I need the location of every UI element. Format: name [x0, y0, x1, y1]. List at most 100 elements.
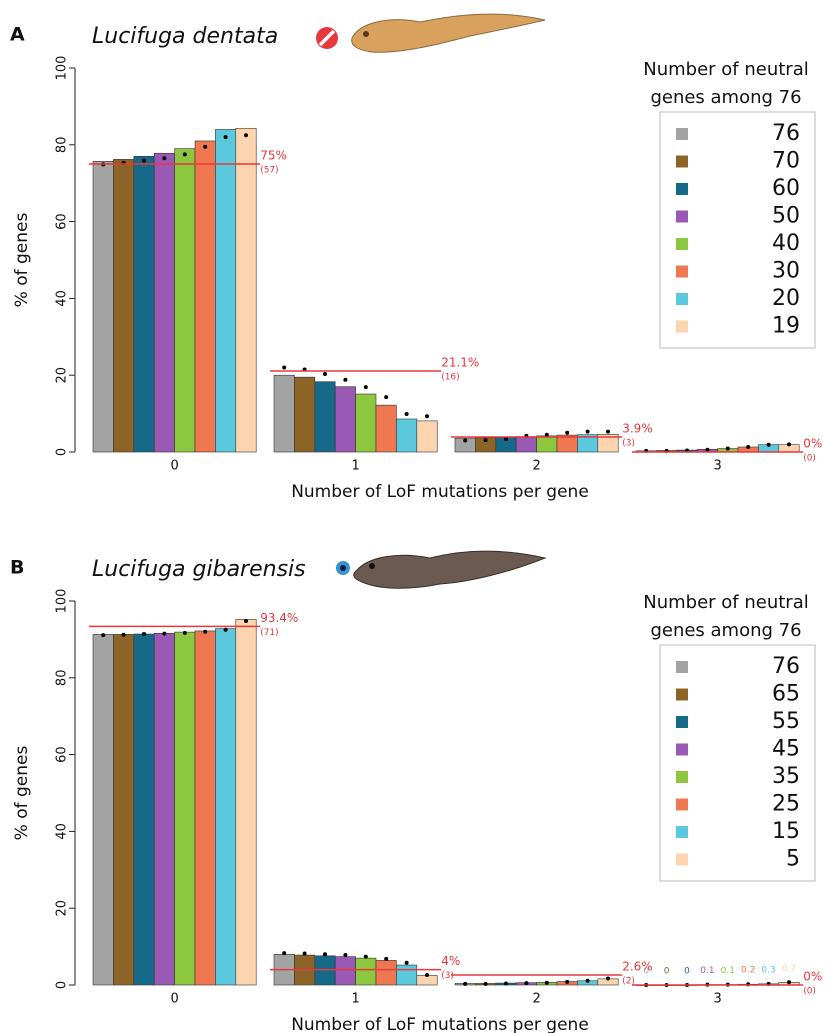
y-axis-label: % of genes: [12, 746, 32, 841]
legend-title: Number of neutral: [643, 59, 808, 80]
point: [463, 982, 467, 986]
bar: [396, 965, 416, 985]
point: [282, 366, 286, 370]
legend-swatch: [676, 266, 688, 278]
y-tick-label: 0: [55, 448, 70, 456]
point: [425, 973, 429, 977]
x-tick-label: 2: [532, 992, 540, 1007]
legend-swatch: [676, 689, 688, 701]
data-label: 0.1: [700, 966, 714, 976]
x-axis-label: Number of LoF mutations per gene: [291, 1015, 589, 1033]
x-tick-label: 2: [532, 459, 540, 474]
point: [787, 980, 791, 984]
bar: [335, 387, 355, 452]
fish-image: [352, 14, 545, 52]
reference-label: 0%: [803, 970, 822, 984]
bar: [134, 156, 154, 452]
legend-label: 15: [772, 819, 800, 844]
reference-label: 0%: [803, 437, 822, 451]
point: [425, 414, 429, 418]
legend-label: 65: [772, 682, 800, 707]
bar: [236, 128, 256, 452]
reference-label: 93.4%: [260, 611, 298, 625]
point: [586, 430, 590, 434]
legend-swatch: [676, 854, 688, 866]
y-tick-label: 40: [55, 290, 70, 307]
point: [142, 159, 146, 163]
point: [565, 980, 569, 984]
legend-label: 76: [772, 121, 800, 146]
y-tick-label: 80: [55, 137, 70, 154]
point: [787, 442, 791, 446]
bar: [274, 375, 294, 452]
x-tick-label: 1: [351, 992, 359, 1007]
bar: [113, 634, 133, 985]
bar: [113, 159, 133, 452]
point: [323, 952, 327, 956]
not-present-icon: [316, 27, 338, 49]
y-tick-label: 20: [55, 367, 70, 384]
data-label: 0: [684, 967, 690, 977]
bar: [134, 634, 154, 985]
bar: [195, 141, 215, 452]
legend-swatch: [676, 716, 688, 728]
bar: [294, 377, 314, 452]
legend-label: 19: [772, 314, 800, 339]
panel-label: B: [10, 557, 24, 579]
x-tick-label: 1: [351, 459, 359, 474]
legend-title: Number of neutral: [643, 592, 808, 613]
bar: [215, 129, 235, 452]
x-tick-label: 0: [170, 992, 178, 1007]
data-label: 0: [664, 967, 670, 977]
point: [384, 957, 388, 961]
point: [162, 632, 166, 636]
point: [122, 633, 126, 637]
figure: ALucifuga dentata020406080100% of genesN…: [0, 0, 827, 1033]
point: [203, 630, 207, 634]
bar: [315, 382, 335, 452]
point: [244, 619, 248, 623]
reference-count: (0): [803, 987, 816, 997]
reference-count: (57): [260, 166, 278, 176]
y-tick-label: 100: [55, 589, 70, 614]
bar: [537, 436, 557, 452]
legend-label: 5: [786, 847, 800, 872]
point: [565, 431, 569, 435]
bar: [154, 153, 174, 452]
y-tick-label: 100: [55, 56, 70, 81]
reference-count: (3): [622, 439, 635, 449]
x-tick-label: 3: [713, 992, 721, 1007]
y-tick-label: 60: [55, 213, 70, 230]
legend-label: 76: [772, 654, 800, 679]
legend-swatch: [676, 238, 688, 250]
bar: [175, 632, 195, 985]
reference-label: 3.9%: [622, 422, 653, 436]
legend-title: genes among 76: [650, 620, 801, 641]
bar: [356, 958, 376, 985]
legend-label: 30: [772, 259, 800, 284]
legend-label: 50: [772, 204, 800, 229]
point: [767, 443, 771, 447]
point: [705, 448, 709, 452]
legend-swatch: [676, 183, 688, 195]
legend-swatch: [676, 293, 688, 305]
y-tick-label: 0: [55, 981, 70, 989]
point: [183, 631, 187, 635]
point: [183, 152, 187, 156]
reference-label: 75%: [260, 149, 287, 163]
point: [142, 632, 146, 636]
bar: [93, 161, 113, 452]
data-label: 0.2: [741, 966, 755, 976]
point: [101, 633, 105, 637]
point: [463, 438, 467, 442]
bar: [236, 619, 256, 985]
point: [224, 628, 228, 632]
point: [545, 981, 549, 985]
legend-label: 40: [772, 231, 800, 256]
y-tick-label: 80: [55, 670, 70, 687]
bar: [396, 419, 416, 452]
point: [343, 378, 347, 382]
legend-swatch: [676, 321, 688, 333]
bar: [376, 405, 396, 452]
chart-title: Lucifuga gibarensis: [92, 557, 306, 582]
